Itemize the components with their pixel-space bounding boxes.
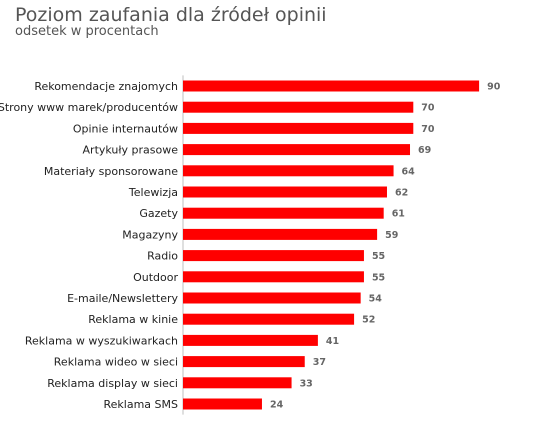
category-label: Outdoor — [133, 271, 178, 284]
value-label: 55 — [372, 251, 385, 262]
category-label: Materiały sponsorowane — [44, 165, 178, 178]
category-label: Reklama w kinie — [88, 313, 178, 326]
value-label: 41 — [326, 336, 339, 347]
category-label: Rekomendacje znajomych — [34, 80, 178, 93]
value-label: 64 — [402, 166, 416, 177]
category-label: Gazety — [139, 207, 178, 220]
category-label: E-maile/Newslettery — [67, 292, 178, 305]
bar — [183, 250, 364, 262]
category-label: Opinie internautów — [73, 122, 178, 135]
bar — [183, 356, 305, 368]
category-label: Reklama w wyszukiwarkach — [25, 334, 178, 347]
bar — [183, 377, 292, 389]
bar — [183, 398, 262, 410]
value-label: 59 — [385, 230, 398, 241]
bar — [183, 271, 364, 283]
bar — [183, 144, 411, 156]
value-label: 90 — [487, 82, 501, 93]
category-label: Strony www marek/producentów — [0, 101, 178, 114]
category-label: Reklama wideo w sieci — [54, 356, 178, 369]
value-label: 70 — [421, 124, 435, 135]
value-label: 55 — [372, 272, 385, 283]
bars — [183, 80, 480, 410]
category-labels: Rekomendacje znajomych Strony www marek/p… — [0, 80, 178, 411]
value-label: 37 — [313, 357, 326, 368]
value-label: 61 — [392, 209, 405, 220]
value-label: 69 — [418, 145, 431, 156]
value-label: 62 — [395, 188, 408, 199]
bar — [183, 186, 387, 198]
value-label: 33 — [300, 378, 313, 389]
bar — [183, 313, 355, 325]
bar — [183, 165, 394, 177]
chart-title: Poziom zaufania dla źródeł opinii — [15, 4, 327, 26]
bar — [183, 122, 414, 134]
value-label: 70 — [421, 103, 435, 114]
category-label: Magazyny — [122, 228, 178, 241]
bar — [183, 292, 361, 304]
bar — [183, 101, 414, 113]
bar — [183, 80, 480, 92]
category-label: Radio — [147, 250, 178, 263]
value-label: 52 — [362, 315, 375, 326]
bar — [183, 228, 378, 240]
chart-subtitle: odsetek w procentach — [15, 24, 159, 39]
category-label: Reklama display w sieci — [47, 377, 178, 390]
value-label: 54 — [369, 294, 383, 305]
value-label: 24 — [270, 400, 284, 411]
bar — [183, 207, 384, 219]
category-label: Artykuły prasowe — [83, 144, 179, 157]
category-label: Telewizja — [128, 186, 178, 199]
category-label: Reklama SMS — [104, 398, 179, 411]
bar — [183, 334, 318, 346]
